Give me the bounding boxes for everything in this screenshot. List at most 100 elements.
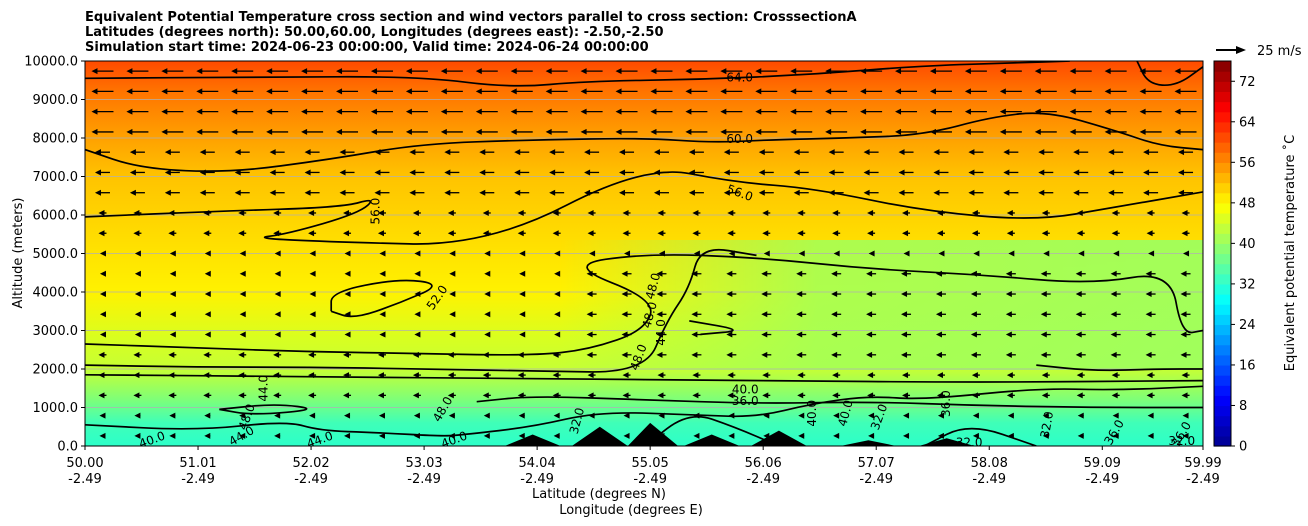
wind-vector-head — [1041, 372, 1048, 379]
wind-vector-head — [929, 88, 936, 95]
wind-vector-head — [723, 189, 730, 196]
wind-vector-head — [1042, 432, 1049, 439]
wind-vector — [763, 250, 770, 257]
wind-vector — [580, 128, 603, 135]
wind-vector — [691, 311, 702, 318]
wind-vector-head — [203, 230, 210, 237]
wind-vector — [309, 432, 316, 439]
wind-vector-head — [99, 291, 106, 298]
colorbar-label: Equivalent potential temperature ˚C — [1282, 135, 1298, 371]
contour-line-48 — [85, 248, 757, 373]
wind-vector-head — [1069, 88, 1076, 95]
wind-vector — [653, 189, 669, 196]
wind-vector-head — [866, 311, 873, 318]
wind-vector-head — [1041, 230, 1048, 237]
x-tick-label-lat: 58.08 — [971, 456, 1008, 471]
wind-vector — [343, 209, 352, 216]
wind-vector-head — [653, 149, 660, 156]
wind-vector — [168, 351, 177, 358]
wind-vector-head — [309, 432, 316, 439]
wind-vector-head — [1146, 209, 1153, 216]
wind-vector — [1180, 351, 1191, 358]
wind-vector-head — [449, 291, 456, 298]
colorbar-tick-label: 16 — [1239, 358, 1256, 373]
contour-label: 32.0 — [956, 435, 983, 449]
wind-vector-head — [828, 169, 835, 176]
wind-vector — [1041, 372, 1050, 379]
wind-vector-head — [343, 392, 350, 399]
wind-vector-head — [273, 209, 280, 216]
wind-vector — [336, 128, 359, 135]
colorbar-band — [1214, 253, 1231, 265]
wind-vector-head — [1108, 149, 1115, 156]
wind-vector-head — [447, 372, 454, 379]
wind-vector-head — [587, 230, 594, 237]
wind-vector-head — [1005, 270, 1012, 277]
wind-vector-head — [1174, 108, 1181, 115]
wind-vector — [832, 230, 841, 237]
wind-vector — [692, 392, 701, 399]
wind-vector-head — [447, 392, 454, 399]
wind-vector — [831, 311, 842, 318]
wind-vector-head — [867, 230, 874, 237]
wind-vector-head — [1038, 189, 1045, 196]
wind-vector-head — [1110, 270, 1117, 277]
wind-vector-head — [793, 169, 800, 176]
wind-vector — [1042, 432, 1049, 439]
wind-vector — [796, 351, 807, 358]
wind-vector-head — [1180, 331, 1187, 338]
wind-vector-head — [1139, 88, 1146, 95]
wind-key-arrow-head — [1236, 46, 1246, 54]
wind-vector — [449, 331, 456, 338]
wind-vector-head — [196, 68, 203, 75]
wind-vector-head — [444, 169, 451, 176]
wind-vector-head — [519, 270, 526, 277]
wind-vector — [971, 209, 980, 216]
wind-vector — [691, 351, 702, 358]
wind-vector — [755, 108, 778, 115]
wind-vector — [98, 230, 107, 237]
wind-vector — [126, 88, 149, 95]
wind-vector — [274, 311, 281, 318]
wind-vector-head — [796, 291, 803, 298]
wind-vector-head — [308, 351, 315, 358]
wind-vector — [1110, 311, 1121, 318]
wind-vector-head — [935, 291, 942, 298]
wind-vector — [586, 331, 597, 338]
wind-vector-head — [169, 412, 176, 419]
wind-vector-head — [831, 270, 838, 277]
wind-vector-head — [798, 250, 805, 257]
wind-vector — [727, 372, 736, 379]
wind-vector-head — [370, 128, 377, 135]
wind-vector-head — [726, 270, 733, 277]
wind-vector — [623, 432, 630, 439]
wind-vector-head — [554, 331, 561, 338]
wind-vector — [825, 128, 848, 135]
wind-vector-head — [902, 372, 909, 379]
wind-vector-head — [161, 108, 168, 115]
wind-vector — [379, 250, 386, 257]
wind-vector — [274, 331, 281, 338]
wind-vector — [414, 331, 421, 338]
wind-vector-head — [475, 108, 482, 115]
wind-vector-head — [968, 189, 975, 196]
wind-vector — [1003, 189, 1019, 196]
wind-vector-head — [1182, 412, 1189, 419]
wind-vector-head — [168, 230, 175, 237]
wind-vector-head — [790, 88, 797, 95]
wind-vector — [587, 392, 596, 399]
wind-vector-head — [91, 108, 98, 115]
colorbar-band — [1214, 101, 1231, 113]
wind-vector — [1008, 250, 1015, 257]
wind-vector — [723, 189, 739, 196]
contour-line-44 — [689, 320, 734, 336]
wind-vector-head — [378, 412, 385, 419]
wind-vector-head — [510, 88, 517, 95]
wind-vector-head — [99, 432, 106, 439]
wind-vector-head — [622, 209, 629, 216]
wind-vector-head — [1145, 291, 1152, 298]
wind-vector — [134, 270, 141, 277]
wind-vector — [161, 128, 184, 135]
wind-vector-head — [1145, 311, 1152, 318]
